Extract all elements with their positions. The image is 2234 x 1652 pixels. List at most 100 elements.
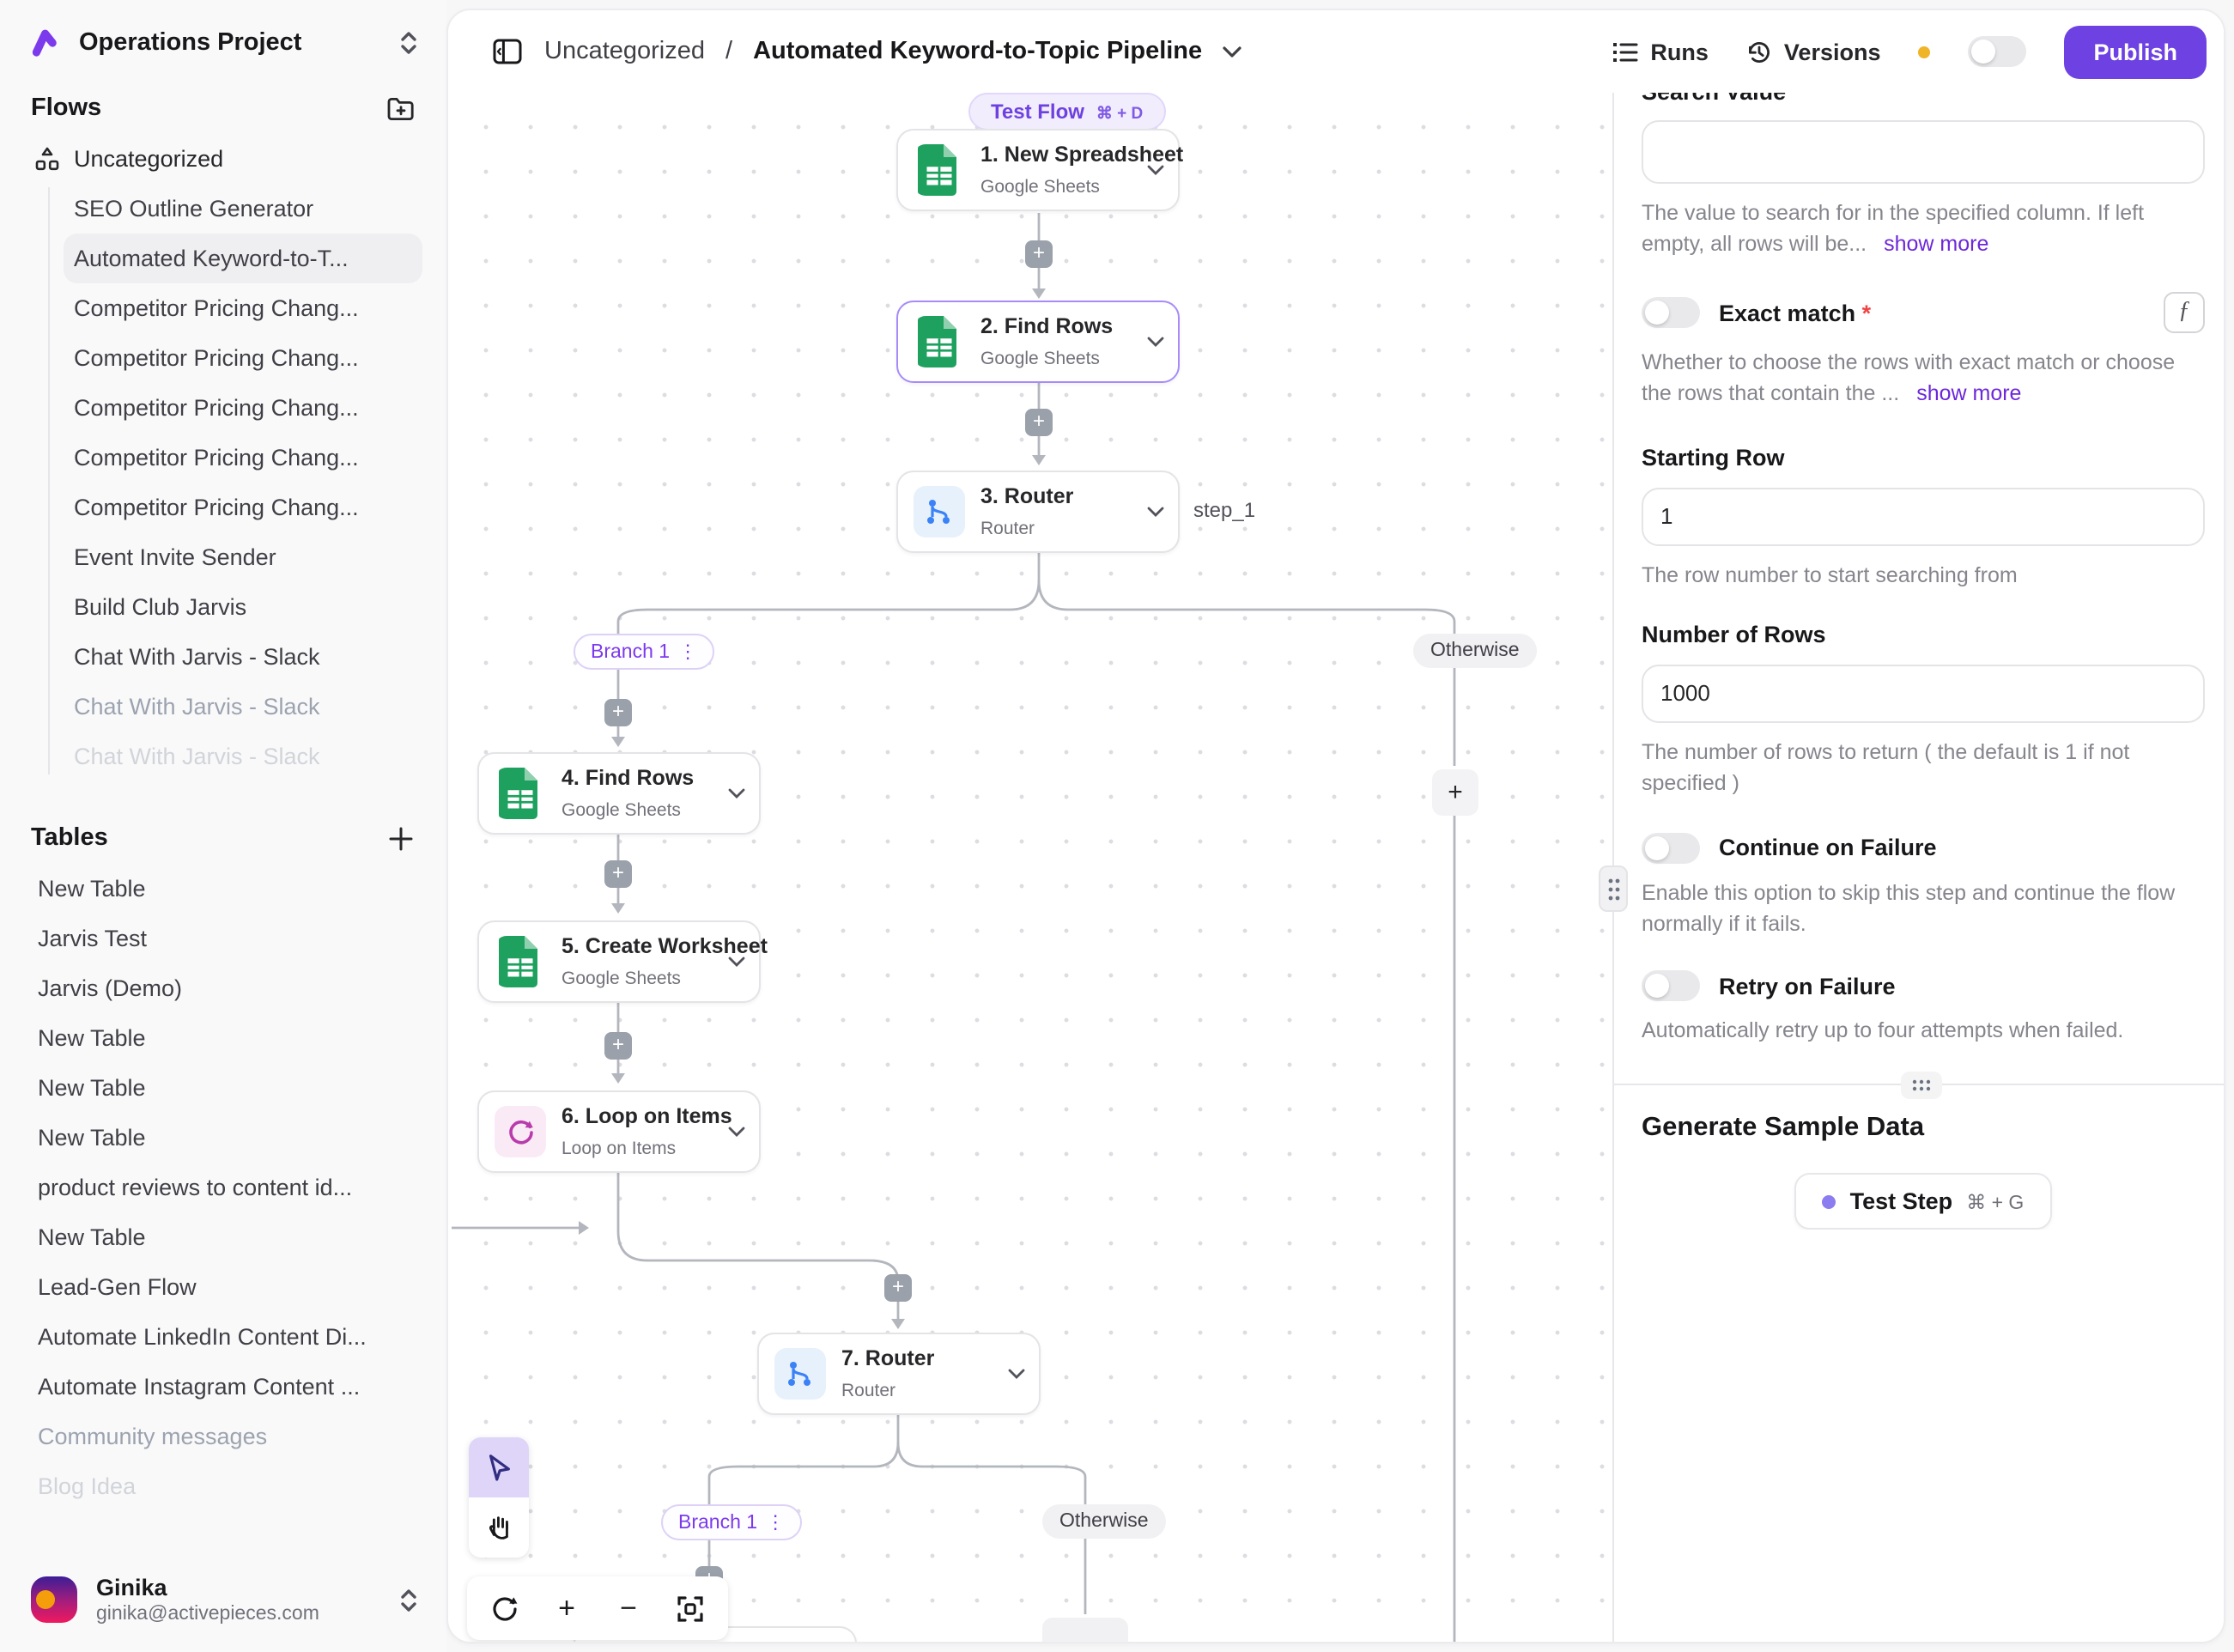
chevron-down-icon[interactable] <box>1008 1369 1025 1379</box>
sidebar-item-flow[interactable]: Chat With Jarvis - Slack <box>74 644 320 670</box>
test-step-button[interactable]: Test Step ⌘ + G <box>1794 1173 2052 1230</box>
flow-node-create-worksheet[interactable]: 5. Create Worksheet Google Sheets <box>477 920 768 1003</box>
number-of-rows-input[interactable] <box>1642 664 2205 723</box>
retry-on-failure-toggle[interactable] <box>1642 970 1700 1002</box>
zoom-in-button[interactable]: + <box>558 1591 575 1624</box>
node-subtitle: Google Sheets <box>980 177 1100 197</box>
sidebar-item-flow[interactable]: Chat With Jarvis - Slack <box>74 694 320 720</box>
sidebar-item-flow[interactable]: Competitor Pricing Chang... <box>74 345 359 371</box>
add-step-button[interactable]: + <box>604 699 632 726</box>
select-tool-button[interactable] <box>469 1437 529 1497</box>
show-more-link[interactable]: show more <box>1884 232 1989 257</box>
sidebar-item-table[interactable]: New Table <box>38 1025 146 1051</box>
panel-section-divider <box>1614 1072 2224 1100</box>
sidebar-item-table[interactable]: Jarvis (Demo) <box>38 975 183 1001</box>
sidebar-item-table[interactable]: New Table <box>38 1125 146 1151</box>
panel-scroll-area[interactable]: Search Value The value to search for in … <box>1614 88 2224 1230</box>
sidebar-item-table[interactable]: Jarvis Test <box>38 926 148 951</box>
add-folder-icon[interactable] <box>385 93 416 124</box>
chevron-down-icon[interactable] <box>1147 507 1164 517</box>
branch-label-badge[interactable]: Branch 1 ⋮ <box>661 1504 803 1540</box>
sidebar-item-table[interactable]: product reviews to content id... <box>38 1175 353 1200</box>
flow-menu-chevron-icon[interactable] <box>1223 46 1241 58</box>
sidebar-item-table[interactable]: New Table <box>38 876 146 902</box>
publish-button[interactable]: Publish <box>2064 25 2207 78</box>
panel-resize-handle[interactable] <box>1599 865 1628 912</box>
sidebar-item-flow[interactable]: Chat With Jarvis - Slack <box>74 744 320 769</box>
sidebar-item-flow[interactable]: Competitor Pricing Chang... <box>74 295 359 321</box>
flow-node-find-rows-selected[interactable]: 2. Find Rows Google Sheets <box>896 301 1180 383</box>
sidebar-item-table[interactable]: New Table <box>38 1224 146 1250</box>
flow-title[interactable]: Automated Keyword-to-Topic Pipeline <box>753 38 1203 65</box>
node-title: 1. New Spreadsheet <box>980 143 1184 167</box>
breadcrumb-category[interactable]: Uncategorized <box>544 38 705 65</box>
otherwise-label-badge[interactable]: Otherwise <box>1042 1504 1166 1539</box>
otherwise-label-badge[interactable]: Otherwise <box>1413 634 1537 668</box>
node-title: 7. Router <box>841 1346 935 1370</box>
loop-icon <box>495 1106 546 1157</box>
user-menu[interactable]: Ginika ginika@activepieces.com <box>0 1554 446 1652</box>
dynamic-value-icon[interactable]: ƒ <box>2164 292 2205 334</box>
flow-node-new-spreadsheet[interactable]: 1. New Spreadsheet Google Sheets <box>896 129 1184 211</box>
flow-node-find-rows-4[interactable]: 4. Find Rows Google Sheets <box>477 752 761 835</box>
test-flow-button[interactable]: Test Flow ⌘ + D <box>968 93 1166 131</box>
chevron-down-icon[interactable] <box>728 788 745 799</box>
sidebar-item-flow-selected[interactable]: Automated Keyword-to-T... <box>64 234 422 283</box>
project-switcher[interactable]: Operations Project <box>0 0 446 69</box>
chevron-down-icon[interactable] <box>728 1127 745 1137</box>
starting-row-input[interactable] <box>1642 487 2205 545</box>
flow-canvas[interactable]: Test Flow ⌘ + D 1. New Spreadsheet Google … <box>448 93 1612 1642</box>
chevron-down-icon[interactable] <box>1147 165 1164 175</box>
sidebar-item-flow[interactable]: SEO Outline Generator <box>74 196 314 222</box>
empty-branch-placeholder <box>1042 1618 1128 1642</box>
history-icon <box>1748 41 1770 62</box>
google-sheets-icon <box>918 316 956 367</box>
sidebar-item-flow[interactable]: Competitor Pricing Chang... <box>74 395 359 421</box>
section-resize-handle[interactable] <box>1900 1072 1941 1100</box>
runs-button[interactable]: Runs <box>1612 39 1709 64</box>
add-step-big-button[interactable]: + <box>1432 769 1478 816</box>
branch-menu-icon[interactable]: ⋮ <box>766 1513 786 1534</box>
continue-on-failure-row: Continue on Failure <box>1642 832 2205 864</box>
continue-on-failure-toggle[interactable] <box>1642 832 1700 864</box>
flow-enabled-toggle[interactable] <box>1968 36 2027 67</box>
sidebar-item-table[interactable]: Lead-Gen Flow <box>38 1274 197 1300</box>
add-step-button[interactable]: + <box>604 860 632 888</box>
flow-node-loop-on-items[interactable]: 6. Loop on Items Loop on Items <box>477 1090 761 1173</box>
flow-node-router-3[interactable]: 3. Router Router <box>896 471 1180 553</box>
chevron-down-icon[interactable] <box>728 957 745 967</box>
fit-view-button[interactable] <box>659 1576 721 1640</box>
show-more-link[interactable]: show more <box>1916 381 2022 406</box>
add-step-button[interactable]: + <box>1025 409 1053 436</box>
pan-tool-button[interactable] <box>469 1497 529 1558</box>
add-step-button[interactable]: + <box>1025 240 1053 268</box>
reset-view-button[interactable] <box>474 1576 536 1640</box>
sidebar-item-table[interactable]: Blog Idea <box>38 1473 137 1499</box>
sidebar-item-table[interactable]: Automate LinkedIn Content Di... <box>38 1324 367 1350</box>
branch-menu-icon[interactable]: ⋮ <box>678 642 698 663</box>
exact-match-toggle[interactable] <box>1642 297 1700 329</box>
sidebar-item-table[interactable]: Automate Instagram Content ... <box>38 1374 361 1400</box>
add-table-icon[interactable] <box>385 823 416 853</box>
sidebar-item-flow[interactable]: Build Club Jarvis <box>74 594 247 620</box>
test-step-shortcut: ⌘ + G <box>1966 1193 2025 1214</box>
node-title: 5. Create Worksheet <box>562 934 768 958</box>
sidebar-item-flow[interactable]: Event Invite Sender <box>74 544 276 570</box>
add-step-button[interactable]: + <box>884 1274 912 1302</box>
sidebar-item-flow[interactable]: Competitor Pricing Chang... <box>74 445 359 471</box>
sidebar-item-table[interactable]: Community messages <box>38 1424 268 1449</box>
flows-section-header: Flows <box>0 69 446 134</box>
project-selector-chevron-icon[interactable] <box>398 31 419 55</box>
chevron-down-icon[interactable] <box>1147 337 1164 347</box>
sidebar-item-flow[interactable]: Competitor Pricing Chang... <box>74 495 359 520</box>
branch-label-badge[interactable]: Branch 1 ⋮ <box>574 634 715 670</box>
sidebar-item-uncategorized[interactable]: Uncategorized <box>0 134 446 184</box>
add-step-button[interactable]: + <box>604 1032 632 1060</box>
versions-button[interactable]: Versions <box>1746 39 1880 64</box>
step-annotation: step_1 <box>1193 498 1256 522</box>
search-value-input[interactable] <box>1642 120 2205 184</box>
sidebar-item-table[interactable]: New Table <box>38 1075 146 1101</box>
flow-node-router-7[interactable]: 7. Router Router <box>757 1333 1041 1415</box>
zoom-out-button[interactable]: − <box>620 1591 637 1624</box>
toggle-sidebar-icon[interactable] <box>489 34 524 69</box>
